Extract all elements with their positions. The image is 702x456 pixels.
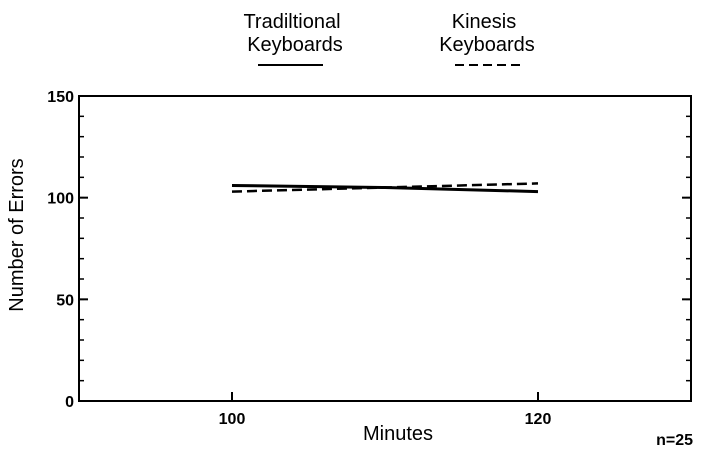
plot-frame [78, 95, 692, 402]
y-tick-label: 100 [47, 191, 74, 208]
series-layer [231, 182, 539, 194]
sample-size-note: n=25 [656, 432, 693, 449]
tick-labels: 0 50 100 150 100 120 [47, 89, 551, 428]
y-tick-label: 0 [65, 394, 74, 411]
legend-label-traditional-line2: Keyboards [247, 34, 343, 56]
x-tick-label: 120 [525, 411, 552, 428]
x-tick-label: 100 [219, 411, 246, 428]
legend-label-kinesis-line2: Keyboards [439, 34, 535, 56]
legend: Tradiltional Keyboards Kinesis Keyboards [243, 11, 535, 66]
y-axis-title: Number of Errors [6, 158, 28, 311]
legend-label-traditional: Tradiltional [243, 11, 340, 33]
legend-label-kinesis: Kinesis [452, 11, 516, 33]
y-tick-label: 150 [47, 89, 74, 106]
series-line-kinesis [231, 182, 539, 193]
axis-ticks [79, 95, 691, 402]
x-axis-title: Minutes [363, 423, 433, 445]
y-tick-label: 50 [56, 292, 74, 309]
